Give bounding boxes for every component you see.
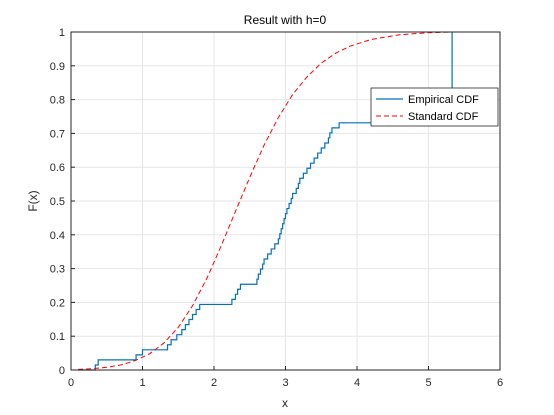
legend: Empirical CDF Standard CDF: [370, 87, 499, 127]
chart-title: Result with h=0: [244, 13, 327, 27]
ticks: 0 1 2 3 4 5 6 0 0.1 0.2 0.3 0.4 0.5 0.6 0.7 0.8 0.9 1: [50, 27, 503, 389]
y-tick-label: 0.5: [50, 196, 65, 208]
x-tick-label: 5: [425, 377, 431, 389]
x-tick-label: 4: [354, 377, 360, 389]
series-standard-cdf: [78, 31, 453, 370]
legend-box: [370, 87, 499, 127]
legend-label-standard: Standard CDF: [408, 111, 479, 123]
y-tick-label: 0.3: [50, 264, 65, 276]
y-tick-label: 0.6: [50, 162, 65, 174]
y-tick-label: 0: [59, 365, 65, 377]
y-tick-label: 0.1: [50, 331, 65, 343]
x-tick-label: 0: [68, 377, 74, 389]
y-axis-label: F(x): [26, 190, 40, 211]
grid: [70, 31, 501, 371]
y-tick-label: 0.4: [50, 230, 65, 242]
x-axis-label: x: [282, 396, 288, 410]
x-tick-label: 2: [211, 377, 217, 389]
plot-area: [78, 31, 453, 371]
y-tick-label: 0.2: [50, 297, 65, 309]
y-tick-label: 0.8: [50, 95, 65, 107]
x-tick-label: 6: [497, 377, 503, 389]
x-tick-label: 1: [139, 377, 145, 389]
x-tick-label: 3: [282, 377, 288, 389]
y-tick-label: 0.9: [50, 61, 65, 73]
legend-label-empirical: Empirical CDF: [408, 94, 479, 106]
y-tick-label: 0.7: [50, 128, 65, 140]
series-empirical-cdf: [78, 32, 453, 371]
y-tick-label: 1: [59, 27, 65, 39]
